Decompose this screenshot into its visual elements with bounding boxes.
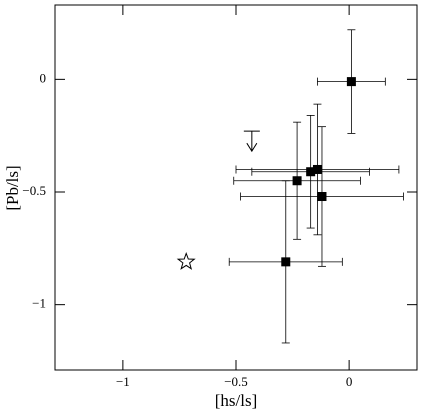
x-tick-label: −0.5 <box>224 374 248 389</box>
y-tick-label: −0.5 <box>22 183 46 198</box>
upper-limit <box>243 130 260 153</box>
y-tick-label: −1 <box>32 296 46 311</box>
star-point <box>176 251 196 270</box>
x-tick-label: −1 <box>116 374 130 389</box>
point <box>306 167 316 177</box>
y-axis-title: [Pb/ls] <box>3 165 22 210</box>
y-tick-label: 0 <box>40 70 47 85</box>
x-tick-label: 0 <box>346 374 353 389</box>
x-axis-title: [hs/ls] <box>215 391 258 410</box>
point <box>312 164 322 174</box>
point <box>292 176 302 186</box>
plot-frame <box>54 4 418 371</box>
point <box>346 77 356 87</box>
point <box>317 192 327 202</box>
point <box>281 257 291 267</box>
